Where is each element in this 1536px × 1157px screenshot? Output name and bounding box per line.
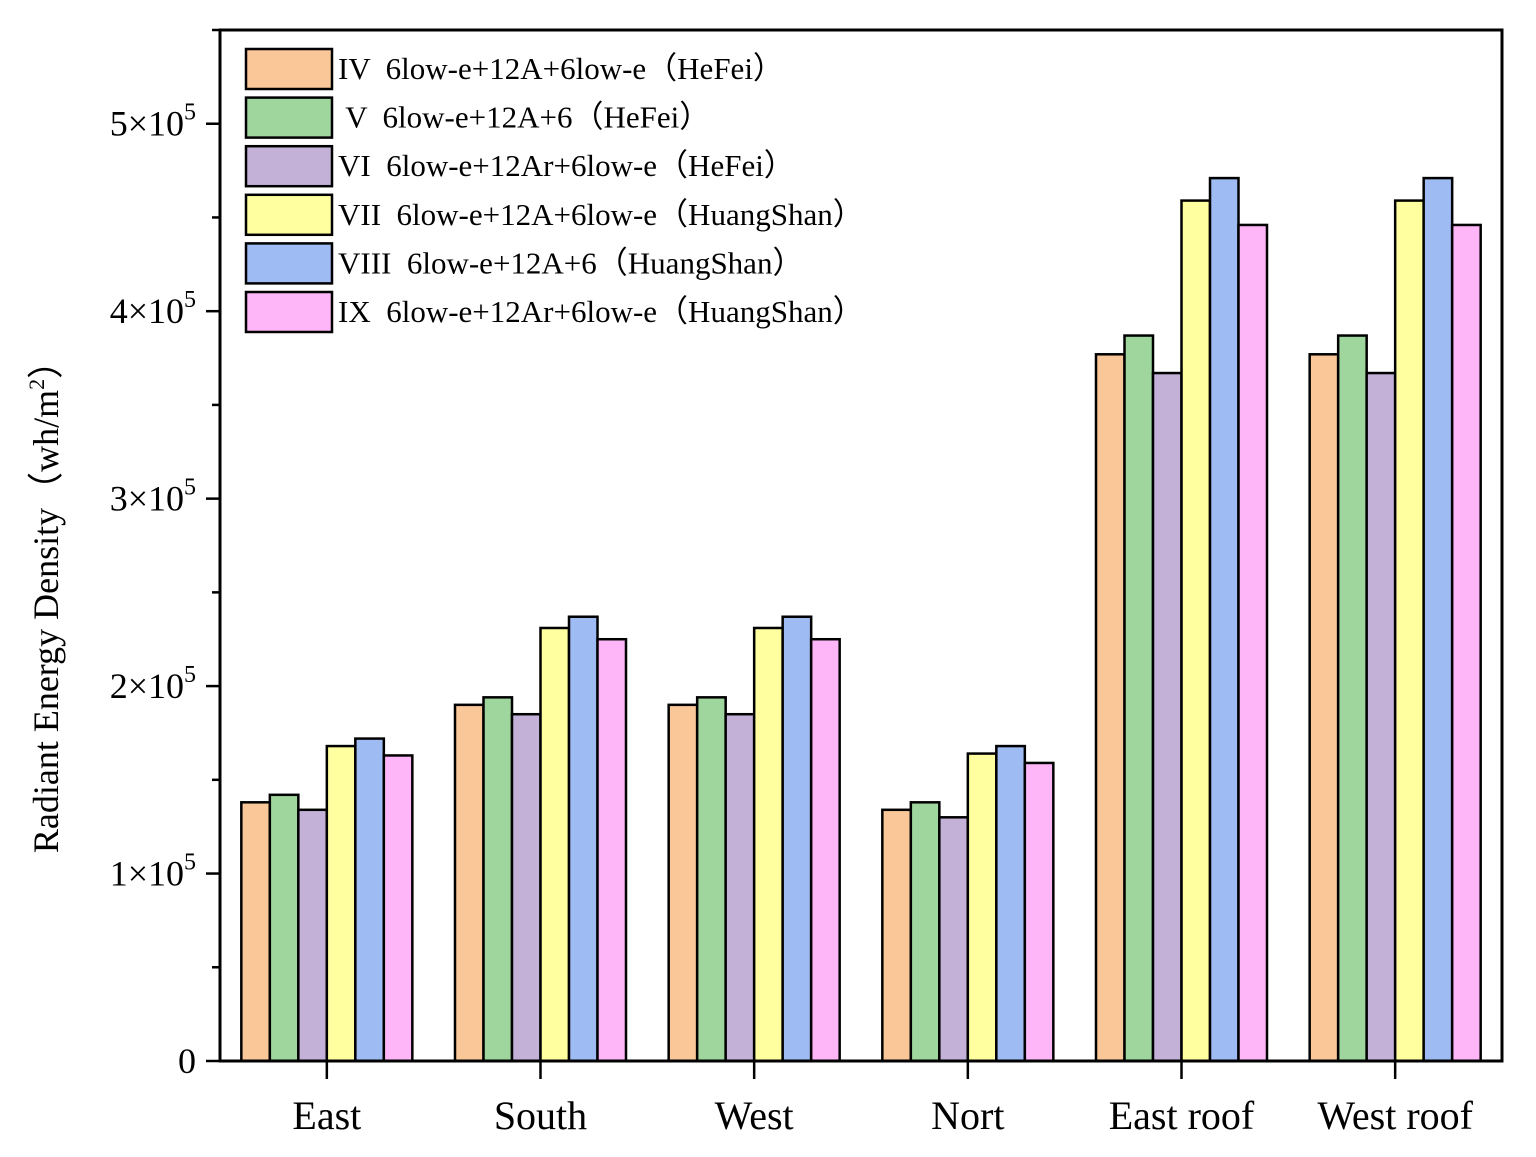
- plot-frame: [218, 28, 1504, 1063]
- bar-south-series-4: [539, 626, 571, 1063]
- y-tick-base: 0: [178, 1041, 196, 1081]
- y-tick-label: 5×105: [110, 100, 196, 144]
- y-tick-label: 1×105: [110, 850, 196, 894]
- bar-south-series-1: [453, 703, 485, 1063]
- y-tick-exponent: 5: [184, 100, 196, 126]
- y-tick-exponent: 5: [184, 287, 196, 313]
- legend-label-2: V 6low-e+12A+6（HeFei）: [338, 100, 710, 135]
- bars-group: [240, 176, 1482, 1063]
- bar-west-series-1: [667, 703, 699, 1063]
- y-axis-title: Radiant Energy Density（wh/m2）: [24, 343, 66, 853]
- legend-swatch-2: [244, 96, 334, 139]
- bar-west-series-2: [695, 696, 727, 1063]
- legend-swatch-4: [244, 193, 334, 237]
- x-tick-label: East roof: [1109, 1093, 1255, 1138]
- legend-swatch-1: [244, 47, 334, 91]
- bar-west-series-3: [724, 712, 756, 1063]
- legend-swatch-5: [244, 242, 334, 285]
- bar-east-roof-series-6: [1237, 223, 1269, 1063]
- legend: IV 6low-e+12A+6low-e（HeFei） V 6low-e+12A…: [244, 47, 864, 334]
- y-tick-label: 2×105: [110, 662, 196, 706]
- y-axis-title-main: Radiant Energy Density（wh/m: [26, 390, 66, 853]
- y-tick-base: 2×10: [110, 666, 184, 706]
- bar-south-series-6: [596, 637, 628, 1063]
- legend-label-6: IX 6low-e+12Ar+6low-e（HuangShan）: [338, 294, 864, 329]
- x-tick-label: West: [715, 1093, 794, 1138]
- bar-nort-series-5: [995, 744, 1027, 1063]
- bar-nort-series-4: [966, 752, 998, 1063]
- bar-nort-series-2: [909, 801, 941, 1063]
- bar-east-series-2: [268, 793, 300, 1063]
- bar-east-series-3: [297, 808, 329, 1063]
- bar-east-roof-series-3: [1151, 371, 1183, 1063]
- x-tick-label: Nort: [931, 1093, 1004, 1138]
- bar-nort-series-1: [881, 808, 913, 1063]
- bar-west-series-6: [809, 637, 841, 1063]
- bar-east-series-1: [240, 801, 272, 1063]
- bar-east-roof-series-5: [1208, 176, 1240, 1063]
- y-tick-base: 3×10: [110, 479, 184, 519]
- bar-nort-series-3: [938, 816, 970, 1063]
- x-axis: East South West Nort East roof West roof: [292, 1061, 1474, 1138]
- bar-east-series-6: [382, 754, 414, 1063]
- y-tick-label: 3×105: [110, 475, 196, 519]
- y-tick-exponent: 5: [184, 662, 196, 688]
- y-axis-title-sup: 2: [24, 379, 49, 390]
- y-tick-base: 5×10: [110, 104, 184, 144]
- legend-label-4: VII 6low-e+12A+6low-e（HuangShan）: [338, 197, 864, 232]
- y-tick-label: 0: [178, 1041, 196, 1081]
- y-tick-label: 4×105: [110, 287, 196, 331]
- legend-swatch-6: [244, 290, 334, 334]
- bar-west-roof-series-6: [1450, 223, 1482, 1063]
- legend-label-3: VI 6low-e+12Ar+6low-e（HeFei）: [338, 148, 795, 183]
- bar-west-series-4: [752, 626, 784, 1063]
- bar-south-series-2: [482, 696, 514, 1063]
- x-tick-label: East: [292, 1093, 361, 1138]
- bar-east-series-5: [354, 737, 386, 1063]
- bar-west-roof-series-5: [1422, 176, 1454, 1063]
- legend-label-5: VIII 6low-e+12A+6（HuangShan）: [338, 245, 803, 280]
- bar-east-roof-series-4: [1180, 199, 1212, 1063]
- y-tick-exponent: 5: [184, 475, 196, 501]
- bar-west-roof-series-2: [1336, 334, 1368, 1063]
- bar-south-series-5: [567, 615, 599, 1063]
- bar-east-series-4: [325, 744, 357, 1063]
- y-tick-base: 1×10: [110, 854, 184, 894]
- bar-east-roof-series-1: [1094, 353, 1126, 1063]
- x-tick-label: South: [494, 1093, 587, 1138]
- y-axis-title-end: ）: [26, 343, 66, 379]
- bar-west-roof-series-4: [1393, 199, 1425, 1063]
- bar-west-roof-series-1: [1308, 353, 1340, 1063]
- x-tick-label: West roof: [1317, 1093, 1473, 1138]
- legend-label-1: IV 6low-e+12A+6low-e（HeFei）: [338, 51, 784, 86]
- bar-east-roof-series-2: [1123, 334, 1155, 1063]
- bar-west-roof-series-3: [1365, 371, 1397, 1063]
- legend-swatch-3: [244, 144, 334, 188]
- bar-west-series-5: [781, 615, 813, 1063]
- bar-nort-series-6: [1023, 761, 1055, 1063]
- y-tick-base: 4×10: [110, 291, 184, 331]
- y-tick-exponent: 5: [184, 850, 196, 876]
- bar-south-series-3: [510, 712, 542, 1063]
